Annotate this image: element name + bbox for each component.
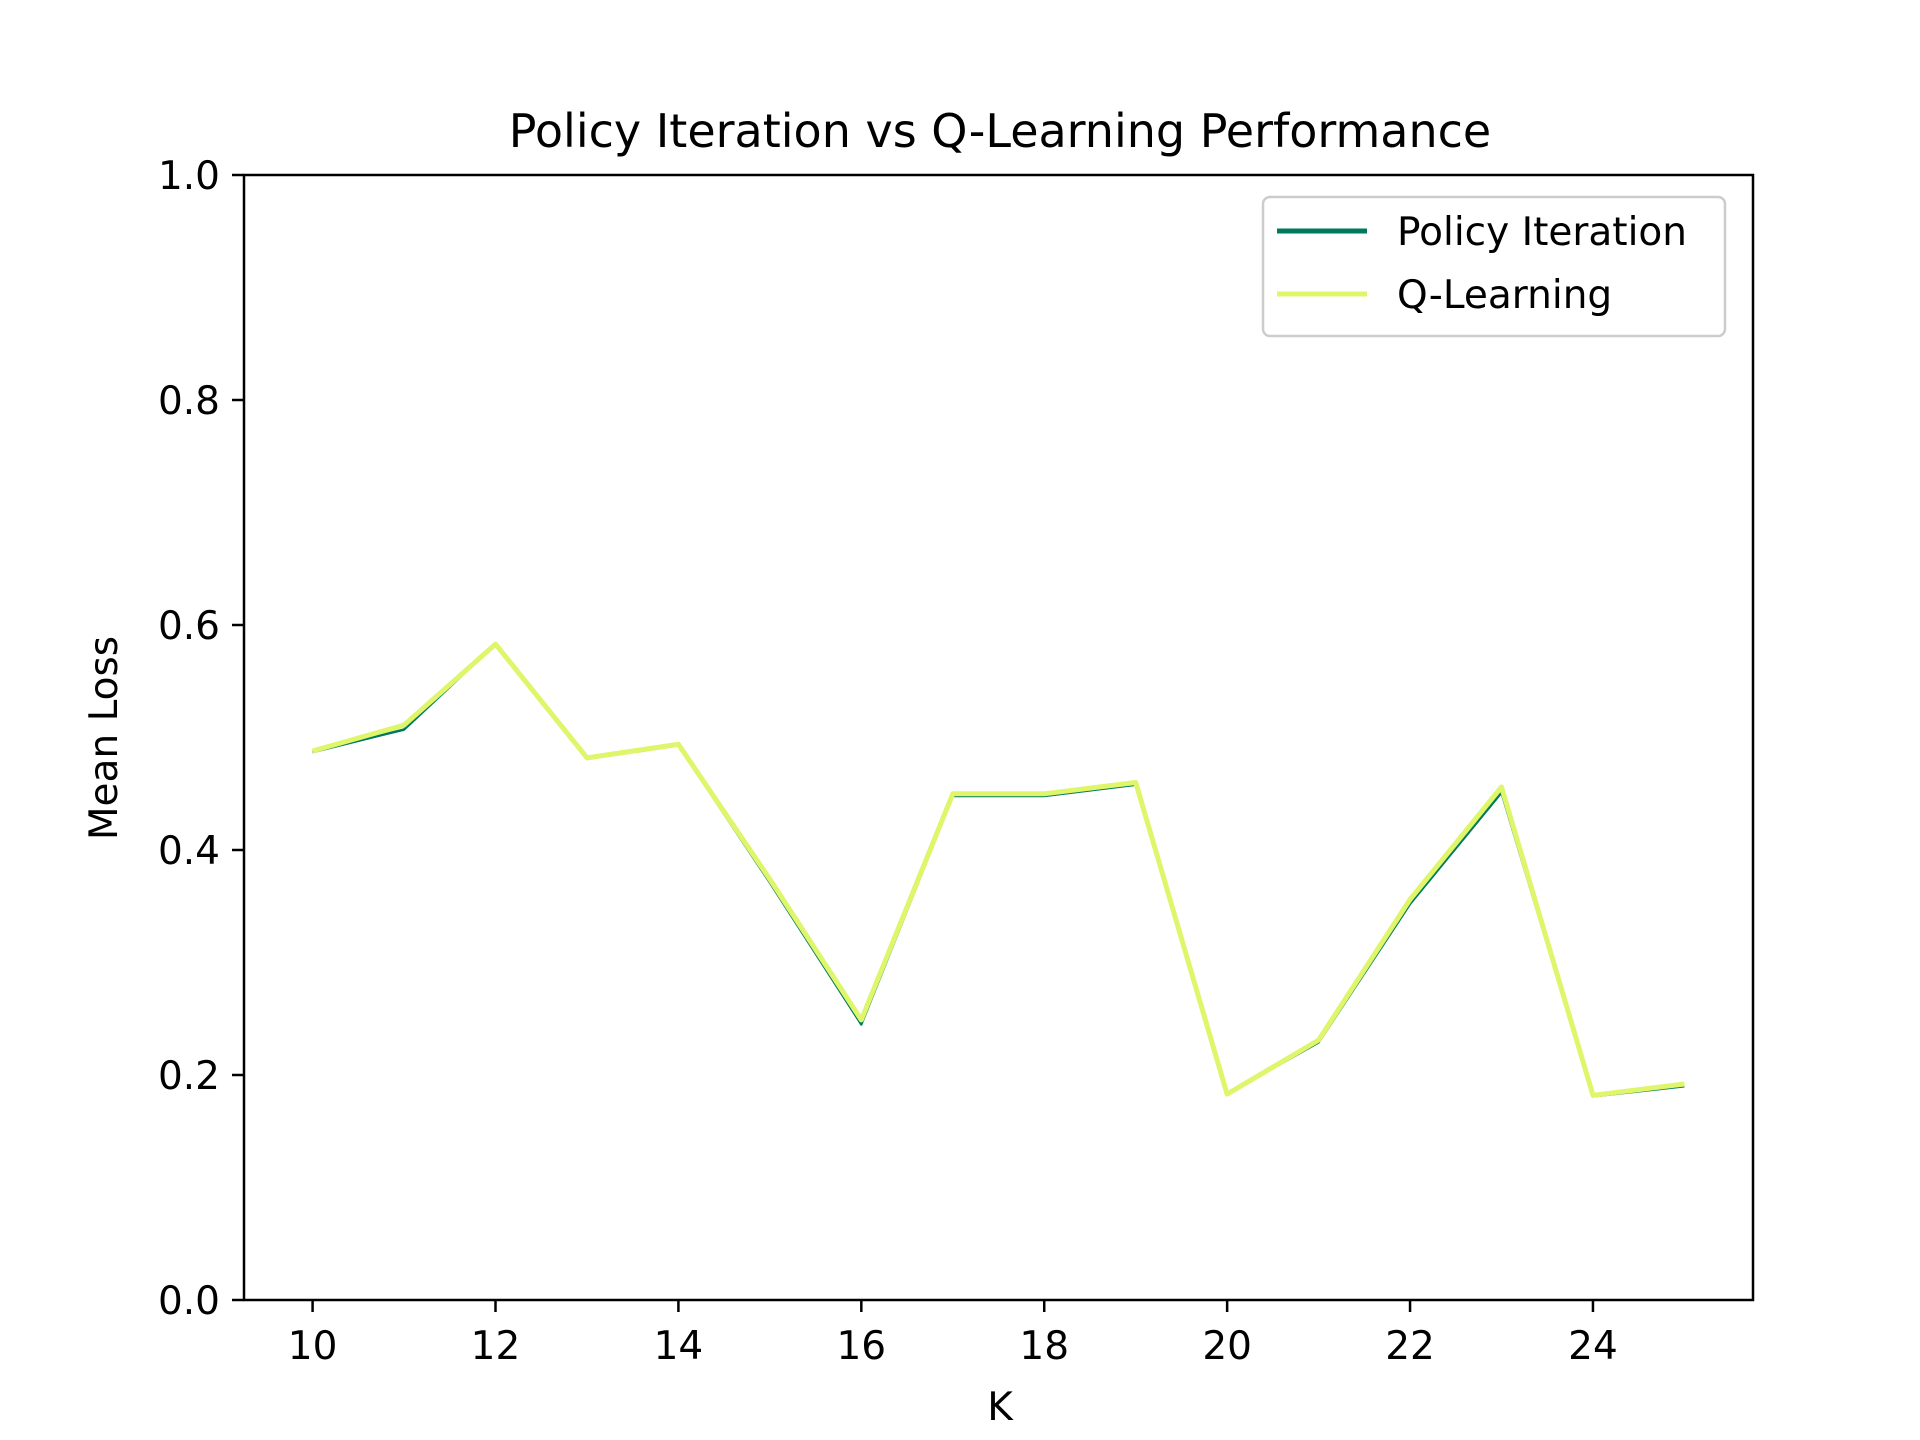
legend: Policy Iteration Q-Learning	[1261, 195, 1727, 338]
y-tick-label: 0.0	[158, 1279, 220, 1324]
y-tick-label: 0.6	[158, 604, 220, 649]
y-tick-label: 0.2	[158, 1054, 220, 1099]
x-tick-label: 12	[471, 1324, 521, 1369]
plot-frame	[242, 173, 1755, 1302]
plot-area: 10 12 14 16 18 20 22 24 0.0 0.2 0.4 0.6 0.8 1.0	[158, 154, 1755, 1369]
x-tick-label: 10	[288, 1324, 338, 1369]
x-tick-label: 24	[1568, 1324, 1618, 1369]
x-axis-title: K	[987, 1385, 1014, 1430]
x-tick-label: 16	[836, 1324, 886, 1369]
y-tick-label: 0.4	[158, 829, 220, 874]
x-tick-label: 18	[1019, 1324, 1069, 1369]
legend-label: Policy Iteration	[1397, 210, 1687, 255]
series-line-q-learning	[311, 641, 1685, 1098]
y-tick-label: 1.0	[158, 154, 220, 199]
y-tick-label: 0.8	[158, 379, 220, 424]
x-tick-label: 14	[654, 1324, 704, 1369]
chart-title: Policy Iteration vs Q-Learning Performan…	[509, 104, 1491, 158]
legend-box	[1261, 195, 1727, 338]
legend-label: Q-Learning	[1397, 273, 1612, 318]
x-tick-label: 20	[1202, 1324, 1252, 1369]
x-tick-label: 22	[1385, 1324, 1435, 1369]
y-axis-title: Mean Loss	[82, 636, 127, 840]
